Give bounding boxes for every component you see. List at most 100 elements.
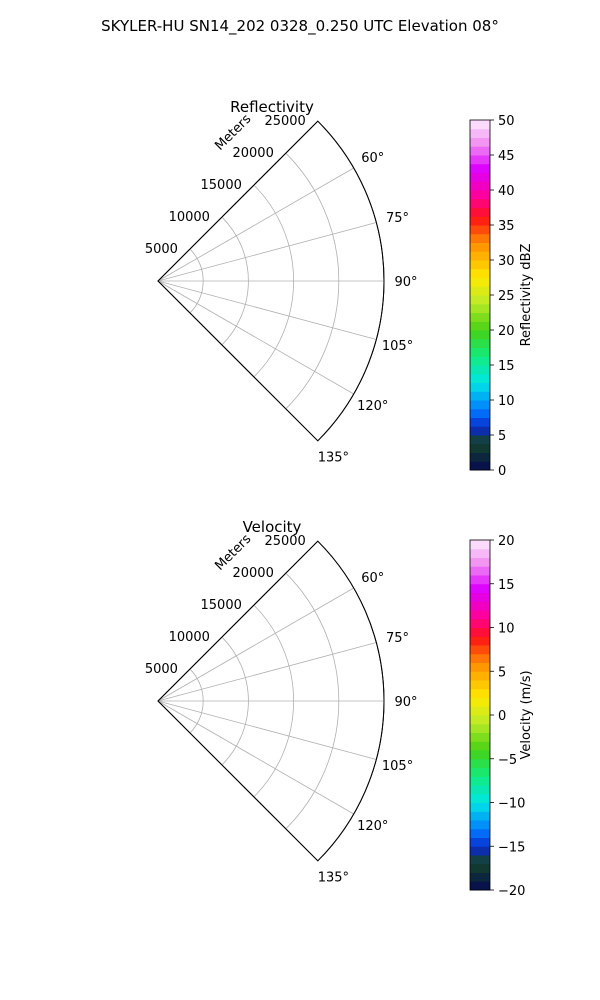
velocity-colorbar-tick-label: −10	[498, 797, 525, 812]
velocity-angle-tick-label: 135°	[318, 870, 349, 885]
reflectivity-colorbar-segment	[470, 435, 490, 445]
reflectivity-colorbar-segment	[470, 356, 490, 366]
velocity-colorbar-segment	[470, 776, 490, 786]
reflectivity-colorbar-segment	[470, 137, 490, 147]
velocity-range-tick-label: 25000	[264, 534, 305, 549]
reflectivity-colorbar-tick-label: 45	[498, 149, 515, 164]
velocity-colorbar-segment	[470, 837, 490, 847]
reflectivity-colorbar-segment	[470, 172, 490, 182]
reflectivity-colorbar-segment	[470, 295, 490, 305]
velocity-colorbar-tick-label: −5	[498, 753, 517, 768]
reflectivity-range-tick-label: 5000	[145, 242, 178, 257]
velocity-colorbar-segment	[470, 863, 490, 873]
reflectivity-angle-tick-label: 90°	[394, 275, 417, 290]
reflectivity-colorbar-segment	[470, 225, 490, 235]
velocity-sector-outline	[157, 540, 385, 862]
reflectivity-colorbar-tick-label: 15	[498, 359, 515, 374]
velocity-colorbar-segment	[470, 750, 490, 760]
reflectivity-colorbar-segment	[470, 163, 490, 173]
velocity-colorbar-segment	[470, 610, 490, 620]
reflectivity-colorbar-segment	[470, 198, 490, 208]
velocity-radial-gridline	[157, 642, 377, 702]
velocity-title: Velocity	[243, 518, 302, 536]
reflectivity-sector-outline	[157, 120, 385, 442]
reflectivity-angle-tick-label: 75°	[386, 211, 409, 226]
velocity-range-tick-label: 10000	[169, 630, 210, 645]
velocity-colorbar-segment	[470, 881, 490, 891]
velocity-colorbar: −20 −15 −10 −5 0 5 10 15 20 Velocity (m/s)	[469, 534, 534, 899]
reflectivity-colorbar-segment	[470, 408, 490, 418]
reflectivity-colorbar-segment	[470, 303, 490, 313]
velocity-radial-gridline	[157, 587, 354, 702]
velocity-colorbar-segment	[470, 828, 490, 838]
velocity-colorbar-segment	[470, 732, 490, 742]
reflectivity-range-tick-label: 25000	[264, 114, 305, 129]
reflectivity-title: Reflectivity	[230, 98, 314, 116]
reflectivity-radial-gridline	[157, 222, 377, 282]
velocity-range-tick-label: 20000	[232, 566, 273, 581]
reflectivity-colorbar-tick-label: 30	[498, 254, 515, 269]
velocity-angle-tick-label: 60°	[361, 571, 384, 586]
reflectivity-colorbar-segment	[470, 207, 490, 217]
velocity-colorbar-segment	[470, 758, 490, 768]
reflectivity-colorbar: 0 5 10 15 20 25 30 35 40 45 50 Reflectivity dBZ	[469, 114, 534, 479]
reflectivity-colorbar-segment	[470, 347, 490, 357]
reflectivity-colorbar-label: Reflectivity dBZ	[519, 244, 534, 347]
reflectivity-colorbar-tick-label: 0	[498, 464, 506, 479]
velocity-range-tick-label: 5000	[145, 662, 178, 677]
velocity-colorbar-tick-label: −20	[498, 884, 525, 899]
reflectivity-colorbar-segment	[470, 338, 490, 348]
velocity-colorbar-tick-label: 10	[498, 622, 515, 637]
velocity-radial-gridline	[157, 700, 354, 815]
velocity-colorbar-segment	[470, 566, 490, 576]
velocity-colorbar-segment	[470, 706, 490, 716]
velocity-colorbar-segment	[470, 872, 490, 882]
reflectivity-radial-gridline	[157, 280, 354, 395]
velocity-colorbar-segment	[470, 671, 490, 681]
reflectivity-colorbar-segment	[470, 321, 490, 331]
reflectivity-colorbar-segment	[470, 277, 490, 287]
reflectivity-colorbar-segment	[470, 391, 490, 401]
velocity-colorbar-segment	[470, 811, 490, 821]
velocity-colorbar-segment	[470, 575, 490, 585]
reflectivity-radial-gridline	[157, 167, 354, 282]
reflectivity-colorbar-segment	[470, 190, 490, 200]
velocity-colorbar-segment	[470, 855, 490, 865]
velocity-colorbar-segment	[470, 846, 490, 856]
velocity-colorbar-segment	[470, 820, 490, 830]
reflectivity-colorbar-segment	[470, 251, 490, 261]
reflectivity-colorbar-tick-label: 35	[498, 219, 515, 234]
velocity-colorbar-segment	[470, 785, 490, 795]
reflectivity-range-tick-label: 15000	[201, 178, 242, 193]
velocity-colorbar-segment	[470, 627, 490, 637]
velocity-panel: Velocity500010000150002000025000Meters60…	[145, 518, 534, 899]
velocity-colorbar-tick-label: 5	[498, 665, 506, 680]
reflectivity-angle-tick-label: 120°	[357, 399, 388, 414]
velocity-colorbar-tick-label: 0	[498, 709, 506, 724]
reflectivity-colorbar-segment	[470, 120, 490, 130]
velocity-colorbar-segment	[470, 540, 490, 550]
reflectivity-radial-gridline	[157, 280, 377, 340]
reflectivity-colorbar-tick-label: 20	[498, 324, 515, 339]
velocity-colorbar-segment	[470, 592, 490, 602]
velocity-radial-gridline	[157, 700, 377, 760]
velocity-colorbar-segment	[470, 793, 490, 803]
velocity-colorbar-segment	[470, 662, 490, 672]
velocity-angle-tick-label: 75°	[386, 631, 409, 646]
velocity-colorbar-segment	[470, 636, 490, 646]
velocity-colorbar-segment	[470, 618, 490, 628]
velocity-range-tick-label: 15000	[201, 598, 242, 613]
reflectivity-colorbar-segment	[470, 268, 490, 278]
reflectivity-angle-tick-label: 60°	[361, 151, 384, 166]
reflectivity-colorbar-segment	[470, 461, 490, 471]
velocity-colorbar-segment	[470, 680, 490, 690]
reflectivity-colorbar-tick-label: 50	[498, 114, 515, 129]
velocity-colorbar-segment	[470, 741, 490, 751]
reflectivity-colorbar-segment	[470, 330, 490, 340]
reflectivity-colorbar-segment	[470, 373, 490, 383]
reflectivity-colorbar-segment	[470, 146, 490, 156]
reflectivity-range-tick-label: 10000	[169, 210, 210, 225]
reflectivity-panel: Reflectivity500010000150002000025000Mete…	[145, 98, 534, 479]
velocity-colorbar-tick-label: −15	[498, 840, 525, 855]
